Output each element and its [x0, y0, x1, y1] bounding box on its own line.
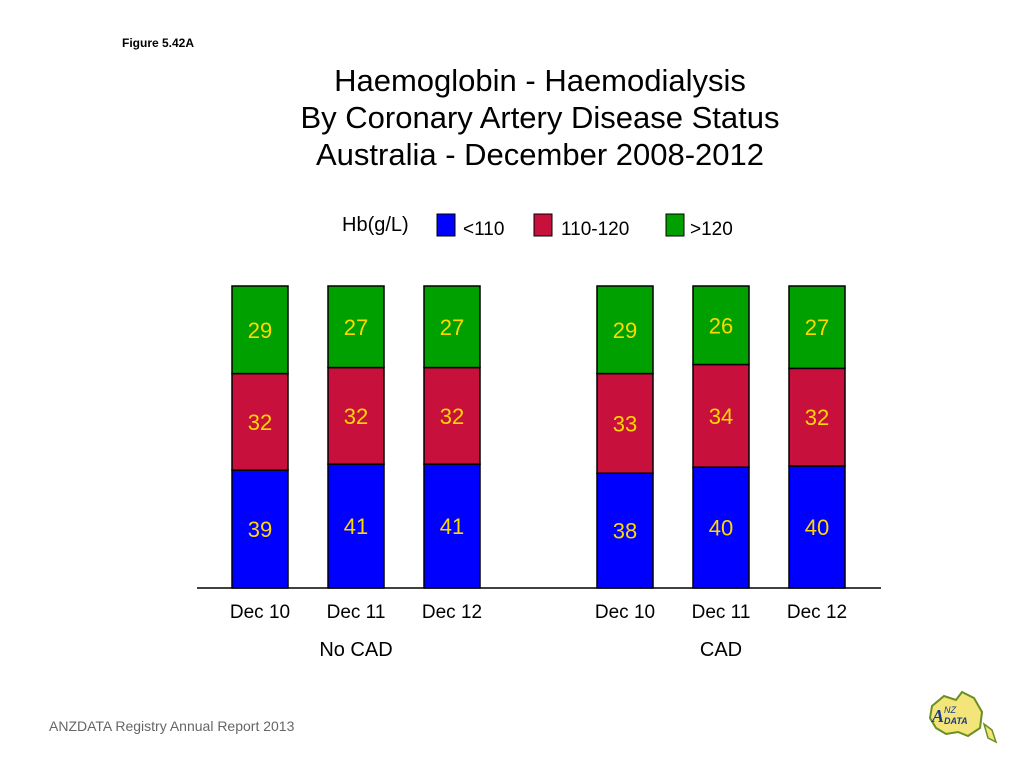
title-line-1: Haemoglobin - Haemodialysis: [334, 63, 746, 98]
data-label: 32: [440, 404, 464, 429]
x-tick-label: Dec 10: [595, 602, 655, 623]
svg-text:NZ: NZ: [944, 705, 956, 715]
legend-title: Hb(g/L): [342, 214, 409, 236]
x-tick-label: Dec 11: [327, 602, 386, 623]
x-axis-labels: Dec 10 Dec 11 Dec 12 Dec 10 Dec 11 Dec 12 No C…: [230, 602, 847, 661]
data-label: 29: [613, 318, 637, 343]
footer-text: ANZDATA Registry Annual Report 2013: [49, 718, 295, 734]
group-label: CAD: [700, 639, 742, 661]
bar-segment-high: [231, 285, 289, 375]
bar-segment-high: [327, 285, 385, 369]
chart-title: Haemoglobin - Haemodialysis By Coronary …: [230, 62, 850, 173]
x-tick-label: Dec 10: [230, 602, 290, 623]
data-label: 27: [440, 315, 464, 340]
legend-label-low: <110: [463, 219, 504, 240]
bar-segment-mid: [692, 363, 750, 468]
data-label: 33: [613, 411, 637, 436]
data-label: 29: [248, 318, 272, 343]
data-label: 38: [613, 519, 637, 544]
data-label: 32: [344, 404, 368, 429]
data-label: 41: [344, 514, 368, 539]
bar-segment-high: [423, 285, 481, 369]
data-label: 26: [709, 313, 733, 338]
data-label: 27: [344, 315, 368, 340]
legend-label-high: >120: [690, 219, 733, 240]
data-label: 41: [440, 514, 464, 539]
x-tick-label: Dec 11: [692, 602, 751, 623]
x-tick-label: Dec 12: [787, 602, 847, 623]
title-line-2: By Coronary Artery Disease Status: [300, 100, 780, 135]
legend-swatch-mid: [533, 213, 553, 237]
group-label: No CAD: [319, 639, 392, 661]
data-label: 40: [805, 515, 829, 540]
bar-segment-low: [596, 472, 654, 589]
data-label: 32: [248, 410, 272, 435]
bar-segment-mid: [327, 366, 385, 465]
bar-segment-mid: [231, 372, 289, 471]
bars: 39 32 29 41 32 27 41 32 27 38 33 29 40 34 26 40 32 27: [231, 285, 846, 589]
title-line-3: Australia - December 2008-2012: [315, 137, 765, 172]
svg-text:DATA: DATA: [944, 716, 968, 726]
data-label: 32: [805, 405, 829, 430]
legend-swatch-low: [436, 213, 456, 237]
data-label: 34: [709, 404, 733, 429]
legend: Hb(g/L) <110 110-120 >120: [342, 213, 733, 240]
bar-segment-high: [788, 285, 846, 370]
bar-segment-high: [596, 285, 654, 375]
bar-segment-low: [788, 465, 846, 589]
bar-segment-low: [231, 469, 289, 589]
data-label: 27: [805, 315, 829, 340]
bar-segment-low: [692, 466, 750, 589]
x-tick-label: Dec 12: [422, 602, 482, 623]
bar-segment-mid: [788, 367, 846, 467]
figure-label: Figure 5.42A: [122, 36, 195, 50]
legend-swatch-high: [665, 213, 685, 237]
legend-label-mid: 110-120: [561, 219, 629, 240]
bar-segment-high: [692, 285, 750, 366]
data-label: 39: [248, 517, 272, 542]
anzdata-logo: A NZ DATA: [928, 690, 998, 744]
data-label: 40: [709, 516, 733, 541]
bar-segment-low: [327, 463, 385, 589]
svg-text:A: A: [931, 706, 944, 726]
bar-segment-mid: [596, 372, 654, 474]
